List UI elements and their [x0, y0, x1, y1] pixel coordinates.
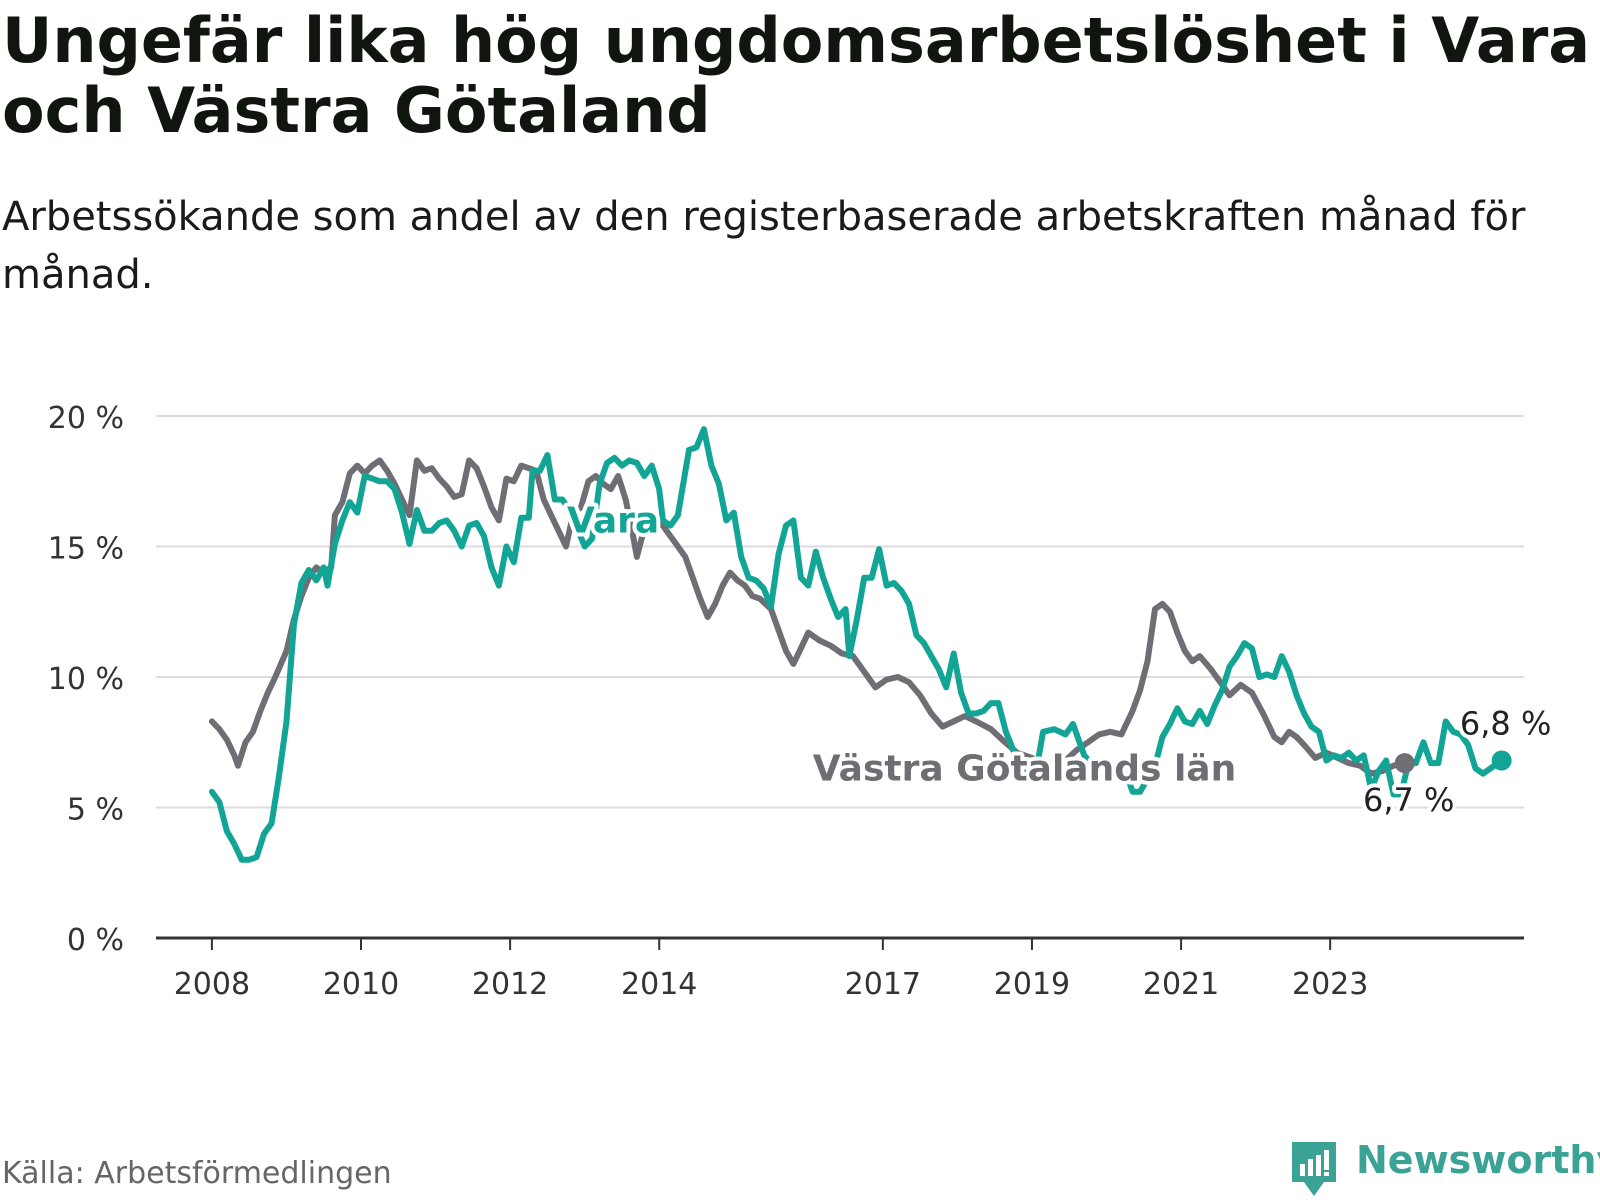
line-chart: 0 %5 %10 %15 %20 % 2008 2010 2012 2014 2017 2… — [48, 401, 1556, 1002]
brand-name: Newsworthy — [1356, 1138, 1600, 1182]
y-tick-label: 10 % — [48, 662, 124, 697]
y-axis-ticks: 0 % 5 % 10 % 15 % 20 % — [48, 401, 124, 958]
endpoint-vastra-gotalands-lan — [1394, 753, 1415, 774]
end-value-vara: 6,8 % — [1460, 705, 1551, 743]
y-tick-label: 15 % — [48, 532, 124, 567]
x-tick-label: 2008 — [174, 967, 250, 1002]
newsworthy-logo-icon — [1292, 1142, 1336, 1196]
series-line-vastra-gotalands-lan — [208, 457, 1408, 777]
source-note: Källa: Arbetsförmedlingen — [2, 1156, 392, 1191]
x-tick-label: 2023 — [1292, 967, 1368, 1002]
endpoint-vara — [1491, 750, 1512, 771]
x-tick-label: 2019 — [994, 967, 1070, 1002]
chart-subtitle: Arbetssökande som andel av den registerb… — [2, 194, 1526, 298]
x-tick-label: 2017 — [845, 967, 921, 1002]
series-labels: Vara Västra Götalands län 6,8 %6,7 % — [563, 496, 1555, 823]
y-tick-label: 5 % — [67, 793, 124, 828]
x-tick-label: 2012 — [472, 967, 548, 1002]
series-label-vara: Vara — [567, 500, 659, 541]
series-line-vara — [208, 426, 1505, 863]
series-label-vastra-gotalands-lan: Västra Götalands län — [813, 748, 1236, 789]
x-tick-label: 2021 — [1143, 967, 1219, 1002]
x-tick-label: 2010 — [323, 967, 399, 1002]
series-lines — [208, 426, 1512, 863]
x-tick-label: 2014 — [621, 967, 697, 1002]
x-axis: 2008 2010 2012 2014 2017 2019 2021 2023 — [156, 936, 1524, 1002]
gridlines — [156, 415, 1524, 809]
y-tick-label: 0 % — [67, 923, 124, 958]
chart-title: Ungefär lika hög ungdomsarbetslöshet i V… — [2, 4, 1591, 147]
y-tick-label: 20 % — [48, 401, 124, 436]
end-value-vastra-gotalands-lan: 6,7 % — [1363, 781, 1454, 819]
